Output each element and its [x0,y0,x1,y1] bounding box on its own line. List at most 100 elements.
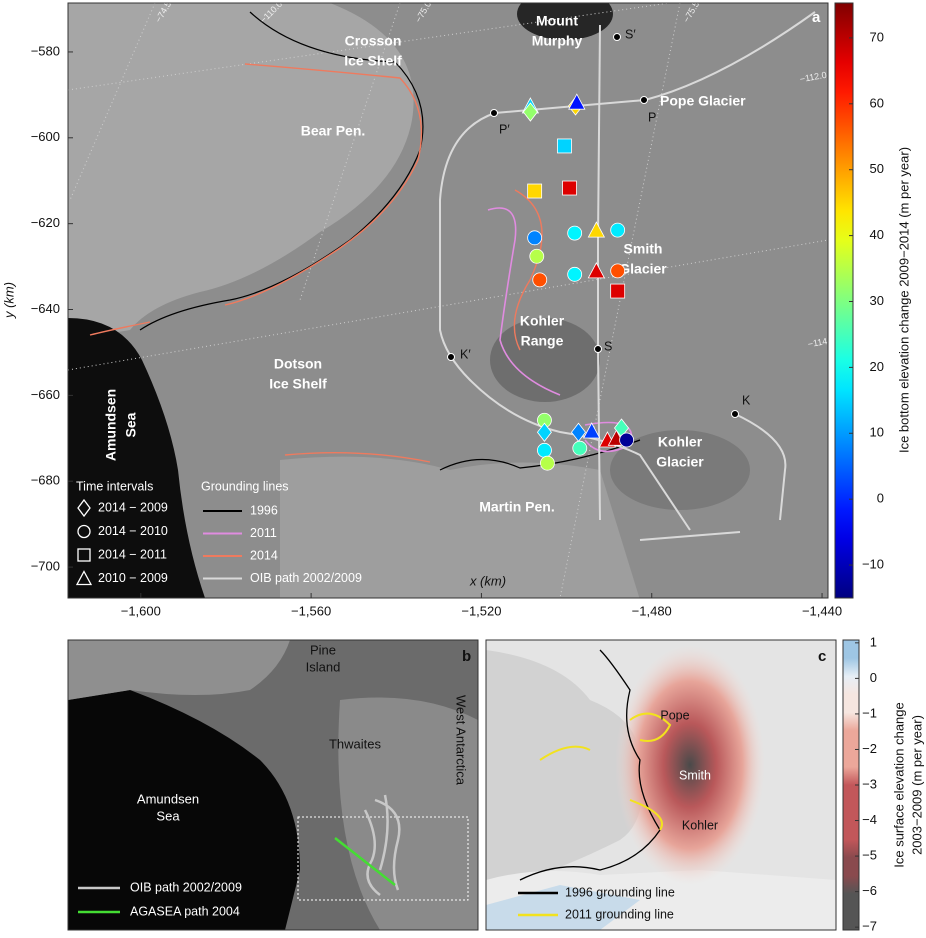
place-label: Kohler [520,313,565,329]
x-tick-label: −1,560 [291,603,331,618]
colorbar-tick-label: −7 [862,919,877,934]
x-axis-label: x (km) [469,573,506,588]
marker [77,524,91,539]
blue-area [486,885,640,930]
marker [562,180,577,196]
place-label: Island [306,659,341,674]
y-tick-label: −580 [31,43,60,58]
marker [587,221,606,238]
y-tick-label: −680 [31,473,60,488]
path-point [640,96,648,104]
colorbar-tick-label: −3 [862,776,877,791]
map-b [68,640,478,930]
place-label: Pine [310,642,336,657]
graticule-label: −114.0 [807,335,835,350]
legend-label: 2014 − 2010 [98,524,168,538]
place-label: West Antarctica [454,695,469,786]
point-label: S′ [625,27,636,41]
x-tick-label: −1,440 [802,603,842,618]
marker [75,570,93,586]
place-label: Ice Shelf [344,53,402,69]
grounding-line-1996 [519,649,661,881]
place-label: Amundsen [103,389,119,461]
frame-c [485,639,837,931]
map-a: Mount Murphy Crosson Ice Shelf Bear Pen. Pope… [68,3,835,598]
legend-label: 1996 [250,503,278,517]
oib-path [439,11,816,541]
mountain [517,3,613,40]
place-label: Pope Glacier [660,93,746,109]
place-label: Glacier [619,261,667,277]
y-tick-label: −600 [31,129,60,144]
panel-letter: a [812,9,821,26]
inset-box [297,816,469,901]
place-label: Ice Shelf [269,376,327,392]
marker [567,266,583,282]
colorbar-tick-label: 60 [870,95,884,110]
colorbar-tick-label: −4 [862,812,877,827]
place-label: Smith [679,768,711,782]
grounding-line-2011 [539,712,672,831]
y-axis-label: y (km) [1,282,16,319]
panel-letter: b [462,648,471,665]
marker [77,498,91,518]
place-label: Mount [536,13,578,29]
marker [619,432,635,448]
colorbar-tick-label: 10 [870,425,884,440]
place-label: Dotson [274,356,322,372]
land [486,650,643,880]
place-label: Glacier [656,454,704,470]
marker [568,93,586,110]
marker [610,222,626,238]
x-tick-label: −1,480 [632,603,672,618]
place-label: Crosson [345,33,402,49]
marker [540,455,555,471]
hills [610,430,750,510]
land [338,697,478,930]
x-tick-label: −1,520 [461,603,501,618]
legend-label: OIB path 2002/2009 [130,880,242,894]
coast [68,640,290,700]
point-label: S [604,339,612,353]
colorbar-tick-label: −1 [862,705,877,720]
legend-label: OIB path 2002/2009 [250,571,362,585]
colorbar-tick-label: 20 [870,359,884,374]
legend-label: 2014 − 2009 [98,500,168,514]
legend-label: 1996 grounding line [565,885,675,899]
colorbar-tick-label: 1 [870,634,877,649]
point-label: K′ [460,347,471,361]
frame-b [67,639,479,931]
legend-label: 2011 grounding line [565,907,674,921]
place-label: Bear Pen. [301,123,366,139]
colorbar-tick-label: 70 [870,29,884,44]
marker [572,440,588,456]
colorbar-tick-label: −5 [862,848,877,863]
place-label: Thwaites [329,736,382,751]
legend-label: 2014 [250,548,278,562]
bear-peninsula [68,3,414,340]
colorbar-tick-label: −2 [862,741,877,756]
place-label: Smith [624,241,663,257]
marker [527,183,543,199]
graticule-label: −112.0 [799,70,827,85]
place-label: Martin Pen. [479,499,554,515]
path-point [447,353,455,361]
map-c [486,640,836,930]
marker [527,230,543,246]
marker [557,138,572,154]
agasea-path [334,837,396,886]
y-tick-label: −660 [31,387,60,402]
marker [536,422,552,442]
place-label: Pope [660,708,689,722]
marker [529,248,545,264]
legend-label: 2011 [250,526,277,540]
place-label: Kohler [682,818,718,832]
legend-label: 2014 − 2011 [98,547,167,561]
colorbar-label: 2003−2009 (m per year) [909,715,924,855]
marker [567,225,583,241]
martin-peninsula [280,456,640,598]
thinning [615,645,765,885]
grounding-line-2014 [89,63,543,463]
